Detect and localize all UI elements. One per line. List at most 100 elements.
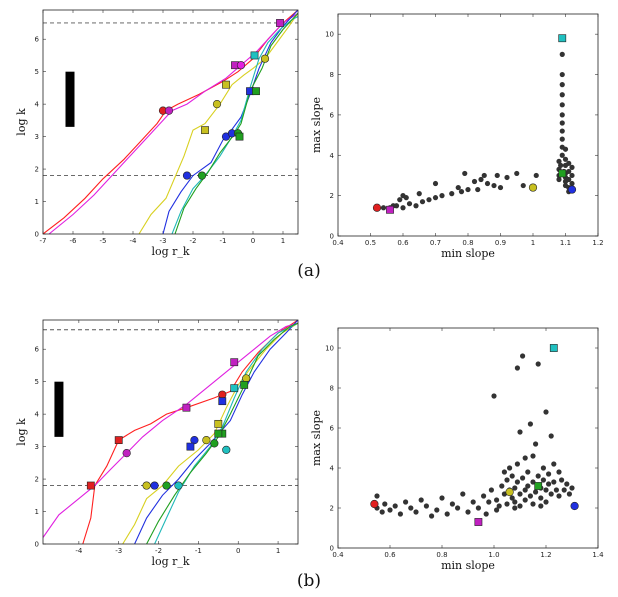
scatter-point [471,178,478,185]
scatter-point [514,170,520,177]
scatter-point [475,186,481,193]
y-tick-label: 6 [330,111,335,119]
plot-b-left: -4 -3 -2 -1 0 1 0 1 2 3 4 5 6 log r_k log k [15,319,299,568]
scatter-point [525,483,531,489]
circle-marker [567,185,577,194]
scatter-point [546,481,552,487]
scatter-point [559,82,565,88]
square-marker [250,51,259,60]
caption-a: (a) [297,261,320,281]
y-tick-label: 0 [330,233,334,241]
y-tick-label: 6 [35,346,40,354]
x-tick-label: 0.8 [462,239,473,247]
y-tick-label: 6 [330,425,335,433]
y-tick-label: 8 [330,385,334,393]
scatter-point [556,158,562,164]
scatter-point [556,493,562,499]
scatter-point [491,182,497,189]
y-axis-label: max slope [310,97,323,153]
scatter-point [382,501,388,507]
scatter-point [512,485,518,491]
plot-area [370,344,579,526]
y-tick-label: 5 [35,68,39,76]
scatter-point [400,205,406,211]
scatter-point [569,172,575,179]
scatter-point [380,205,387,211]
square-marker [182,403,191,412]
series-line-2 [122,322,298,544]
scatter-point [566,176,572,183]
scatter-point [494,172,500,179]
square-marker [240,381,249,389]
scatter-point [522,497,528,503]
scatter-point [483,511,489,517]
scatter-point [543,409,549,415]
circle-marker [222,445,231,454]
scatter-point [566,491,573,497]
scatter-point [559,152,565,158]
scatter-point [462,170,468,177]
scatter-point [494,507,500,513]
scatter-point [509,495,515,501]
scatter-point [512,499,518,505]
plot-area [43,10,298,234]
x-tick-label: 0.4 [332,551,344,559]
scatter-point [558,162,564,168]
y-tick-label: 3 [35,133,39,141]
circle-marker [190,436,199,445]
scatter-point [439,495,445,501]
x-tick-label: 1 [531,239,535,247]
square-marker [214,419,223,428]
scatter-point [374,493,380,499]
x-tick-label: 0.5 [365,239,376,247]
scatter-point [418,497,424,503]
scatter-point [514,461,521,467]
scatter-point [475,505,481,511]
scatter-point [397,511,403,517]
scatter-point [379,509,385,515]
scatter-point [517,491,523,497]
scatter-point [566,168,572,175]
x-tick-label: -7 [40,237,47,245]
y-tick-label: 3 [35,443,39,451]
scatter-point [540,465,547,471]
x-tick-label: -4 [75,547,83,555]
scatter-point [455,184,461,191]
scatter-point [416,191,422,197]
x-tick-label: 0.7 [430,239,441,247]
x-tick-label: -3 [160,237,167,245]
scatter-point [551,461,557,467]
scatter-point [548,433,554,439]
square-marker [386,205,394,214]
plot-a-left: -7 -6 -5 -4 -3 -2 -1 0 1 0 1 2 3 4 5 6 log r_k log k [15,9,299,258]
scatter-point [501,469,507,475]
square-marker [230,358,239,367]
scatter-point [449,191,455,197]
scatter-point [538,495,544,501]
scatter-point [481,493,487,499]
scatter-point [439,193,445,199]
x-tick-label: 0.4 [332,239,344,247]
x-tick-label: 1 [276,547,280,555]
circle-marker [505,487,514,497]
scatter-point [520,353,526,359]
square-marker [114,436,123,445]
scatter-point [551,479,557,485]
scatter-point [514,365,521,371]
scatter-point [393,203,400,209]
square-marker [218,397,227,406]
circle-marker [528,183,538,192]
scatter-point [478,176,484,183]
y-tick-label: 0 [330,545,334,553]
square-marker [558,169,567,178]
scatter-point [520,182,526,189]
scatter-point [455,505,461,511]
circle-marker [174,481,183,490]
scatter-point [387,507,393,513]
scatter-point [470,499,476,505]
y-tick-label: 6 [35,36,40,44]
scatter-point [530,501,536,507]
scatter-point [559,71,565,78]
y-tick-label: 10 [325,31,334,39]
scatter-point [504,477,510,483]
